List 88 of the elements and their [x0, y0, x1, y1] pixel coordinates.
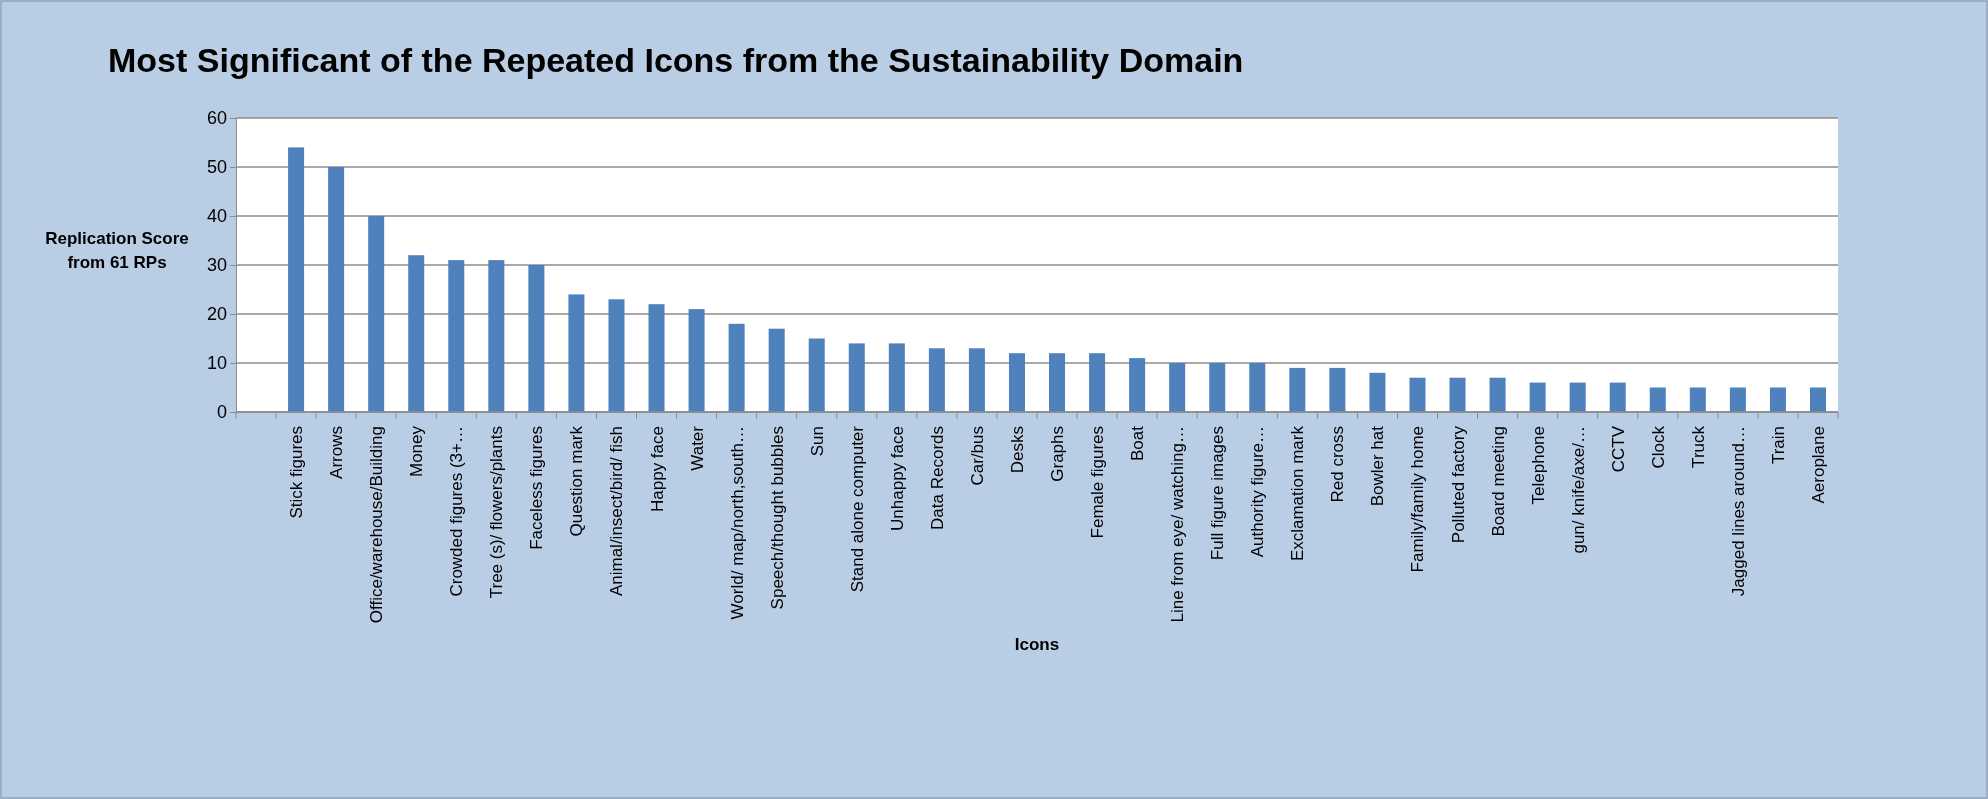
bar	[1169, 363, 1186, 412]
bar	[648, 304, 665, 412]
x-tick-label: Animal/insect/bird/ fish	[607, 426, 627, 597]
bar	[1329, 367, 1346, 412]
bar	[1609, 382, 1626, 412]
bar	[1489, 377, 1506, 412]
bar	[768, 328, 785, 412]
bar	[1689, 387, 1706, 412]
x-tick-label: Exclamation mark	[1288, 425, 1308, 562]
x-tick-label: Board meeting	[1488, 426, 1508, 537]
y-tick-label: 0	[216, 402, 227, 423]
x-tick-label: Truck	[1688, 425, 1708, 468]
bar	[848, 343, 865, 412]
bar	[608, 299, 625, 412]
x-tick-label: Line from eye/ watching…	[1168, 426, 1188, 623]
x-tick-label: Red cross	[1328, 426, 1348, 503]
bar	[448, 260, 465, 412]
x-tick-label: Boat	[1128, 425, 1148, 461]
bar	[1008, 353, 1025, 412]
chart-title: Most Significant of the Repeated Icons from the Sustainability Domain	[108, 41, 1244, 79]
bar	[1049, 353, 1066, 412]
y-tick-label: 60	[206, 108, 227, 129]
x-tick-label: Tree (s)/ flowers/plants	[487, 426, 507, 599]
x-tick-label: Jagged lines around…	[1728, 426, 1748, 597]
x-tick-label: Stand alone computer	[847, 425, 867, 593]
x-tick-label: gun/ knife/axe/…	[1568, 426, 1588, 554]
bar	[1529, 382, 1546, 412]
bar	[728, 323, 745, 412]
bar	[408, 255, 425, 412]
x-tick-label: Graphs	[1048, 426, 1068, 482]
bar	[1129, 358, 1146, 412]
bar	[1369, 372, 1386, 412]
x-tick-label: Crowded figures (3+…	[447, 426, 467, 597]
x-tick-label: Stick figures	[287, 426, 307, 519]
bar	[528, 265, 545, 412]
x-tick-label: Aeroplane	[1808, 426, 1828, 504]
x-tick-label: Telephone	[1528, 426, 1548, 505]
x-tick-label: Car/bus	[967, 426, 987, 486]
x-tick-label: Authority figure…	[1248, 426, 1268, 558]
x-tick-label: Data Records	[927, 426, 947, 530]
x-tick-label: Polluted factory	[1448, 425, 1468, 544]
x-tick-label: Happy face	[647, 426, 667, 512]
bar	[1249, 363, 1266, 412]
bar	[968, 348, 985, 412]
bar	[1649, 387, 1666, 412]
y-axis-title: Replication Score from 61 RPs	[45, 229, 189, 272]
bar	[288, 147, 305, 412]
x-tick-label: Sun	[807, 426, 827, 457]
bar	[1289, 367, 1306, 412]
y-tick-label: 50	[206, 157, 227, 178]
bar	[808, 338, 825, 412]
x-tick-label: Office/warehouse/Building	[367, 426, 387, 624]
y-tick-label: 20	[206, 304, 227, 325]
x-tick-label: Train	[1768, 426, 1788, 465]
x-tick-label: Money	[407, 425, 427, 478]
bar	[888, 343, 905, 412]
bar	[368, 216, 385, 412]
bar	[1209, 363, 1226, 412]
x-tick-label: Bowler hat	[1368, 425, 1388, 507]
x-tick-label: CCTV	[1608, 425, 1628, 473]
x-tick-label: Question mark	[567, 425, 587, 537]
y-tick-label: 10	[206, 353, 227, 374]
x-tick-label: Water	[687, 425, 707, 471]
x-tick-label: Speech/thought bubbles	[767, 426, 787, 610]
bar	[1569, 382, 1586, 412]
y-tick-label: 30	[206, 255, 227, 276]
x-tick-label: Arrows	[327, 426, 347, 479]
bar	[1089, 353, 1106, 412]
x-tick-label: Unhappy face	[887, 426, 907, 531]
x-tick-label: Clock	[1648, 425, 1668, 469]
bar	[328, 167, 345, 412]
bar	[568, 294, 585, 412]
bar	[1449, 377, 1466, 412]
x-tick-label: Desks	[1007, 426, 1027, 474]
bar	[1409, 377, 1426, 412]
bar	[688, 309, 705, 412]
bar	[1769, 387, 1786, 412]
bar	[928, 348, 945, 412]
bar	[1809, 387, 1826, 412]
x-tick-label: Female figures	[1088, 426, 1108, 539]
x-tick-label: World/ map/north,south…	[727, 426, 747, 620]
y-tick-label: 40	[206, 206, 227, 227]
bar	[1729, 387, 1746, 412]
x-axis-title: Icons	[1014, 635, 1060, 654]
x-tick-label: Faceless figures	[527, 426, 547, 550]
x-tick-label: Family/family home	[1408, 426, 1428, 573]
bar	[488, 260, 505, 412]
x-tick-label: Full figure images	[1208, 426, 1228, 561]
